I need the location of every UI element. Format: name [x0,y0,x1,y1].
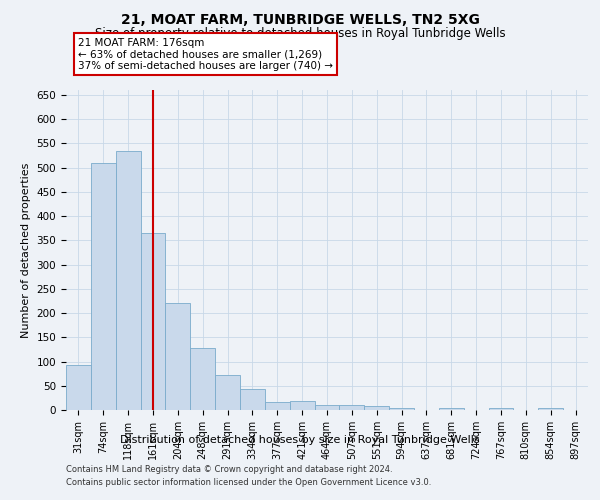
Bar [66,366,91,410]
Bar [265,402,290,410]
Text: Contains public sector information licensed under the Open Government Licence v3: Contains public sector information licen… [66,478,431,487]
Text: Distribution of detached houses by size in Royal Tunbridge Wells: Distribution of detached houses by size … [120,435,480,445]
Bar [215,374,240,410]
Bar [140,233,166,410]
Bar [116,150,140,410]
Text: 21, MOAT FARM, TUNBRIDGE WELLS, TN2 5XG: 21, MOAT FARM, TUNBRIDGE WELLS, TN2 5XG [121,12,479,26]
Bar [314,404,340,410]
Bar [290,401,314,410]
Text: Contains HM Land Registry data © Crown copyright and database right 2024.: Contains HM Land Registry data © Crown c… [66,466,392,474]
Bar [340,404,364,410]
Bar [190,348,215,410]
Bar [488,408,514,410]
Text: Size of property relative to detached houses in Royal Tunbridge Wells: Size of property relative to detached ho… [95,28,505,40]
Text: 21 MOAT FARM: 176sqm
← 63% of detached houses are smaller (1,269)
37% of semi-de: 21 MOAT FARM: 176sqm ← 63% of detached h… [78,38,333,70]
Bar [439,408,464,410]
Bar [166,304,190,410]
Bar [240,389,265,410]
Y-axis label: Number of detached properties: Number of detached properties [21,162,31,338]
Bar [389,408,414,410]
Bar [364,406,389,410]
Bar [538,408,563,410]
Bar [91,162,116,410]
